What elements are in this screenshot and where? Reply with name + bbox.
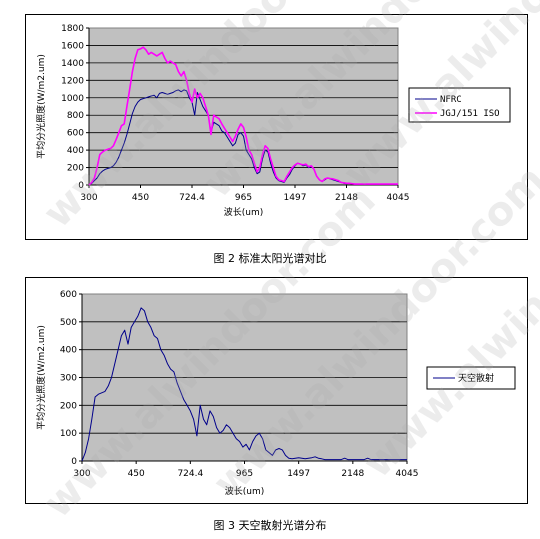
legend-box [426,366,516,390]
y-tick-label: 200 [60,401,77,411]
x-tick-label: 965 [236,469,253,479]
x-tick-label: 965 [235,193,252,203]
legend-entry: JGJ/151 ISO [440,109,500,119]
x-axis-label: 波长(um) [224,206,264,218]
y-tick-label: 400 [60,346,77,356]
x-tick-label: 724.4 [177,469,203,479]
x-tick-label: 724.4 [179,193,205,203]
y-tick-label: 1400 [61,59,84,69]
y-axis-label: 平均分光照度(W/m2.um) [35,325,47,430]
y-tick-label: 400 [67,146,84,156]
legend-entry: NFRC [440,95,462,105]
y-tick-label: 1000 [61,94,84,104]
y-tick-label: 100 [60,429,77,439]
chart-2: 0 100 200 300 400 500 600 300 450 724.4 965 1497 214… [35,290,516,497]
x-tick-label: 1497 [287,469,310,479]
y-tick-label: 1600 [61,41,84,51]
x-tick-label: 4045 [396,469,419,479]
legend-box [408,87,511,123]
y-tick-label: 500 [60,318,77,328]
x-axis-label: 波长(um) [225,485,265,497]
series-line-2 [88,46,398,186]
x-tick-label: 4045 [387,193,410,203]
chart-1: 0 200 400 600 800 1000 1200 1400 1600 1800 300 450 7… [35,24,511,218]
y-tick-label: 600 [67,129,84,139]
series-line-1 [81,307,407,462]
y-tick-label: 1200 [61,76,84,86]
x-tick-label: 450 [132,193,149,203]
y-tick-label: 800 [67,111,84,121]
x-tick-label: 450 [128,469,145,479]
y-axis-label: 平均分光照度(W/m2.um) [35,54,47,159]
figure-caption-2: 图 2 标准太阳光谱对比 [213,252,327,265]
y-tick-label: 600 [60,290,77,300]
x-tick-label: 2148 [341,469,364,479]
y-tick-label: 300 [60,374,77,384]
x-tick-label: 300 [80,193,97,203]
y-tick-label: 1800 [61,24,84,34]
x-tick-label: 300 [73,469,90,479]
figure-caption-3: 图 3 天空散射光谱分布 [213,519,327,532]
plot-area [88,27,399,186]
legend-entry: 天空散射 [458,372,494,384]
x-tick-label: 2148 [335,193,358,203]
y-tick-label: 200 [67,164,84,174]
y-tick-label: 0 [78,181,84,191]
y-tick-label: 0 [71,457,77,467]
x-tick-label: 1497 [284,193,307,203]
